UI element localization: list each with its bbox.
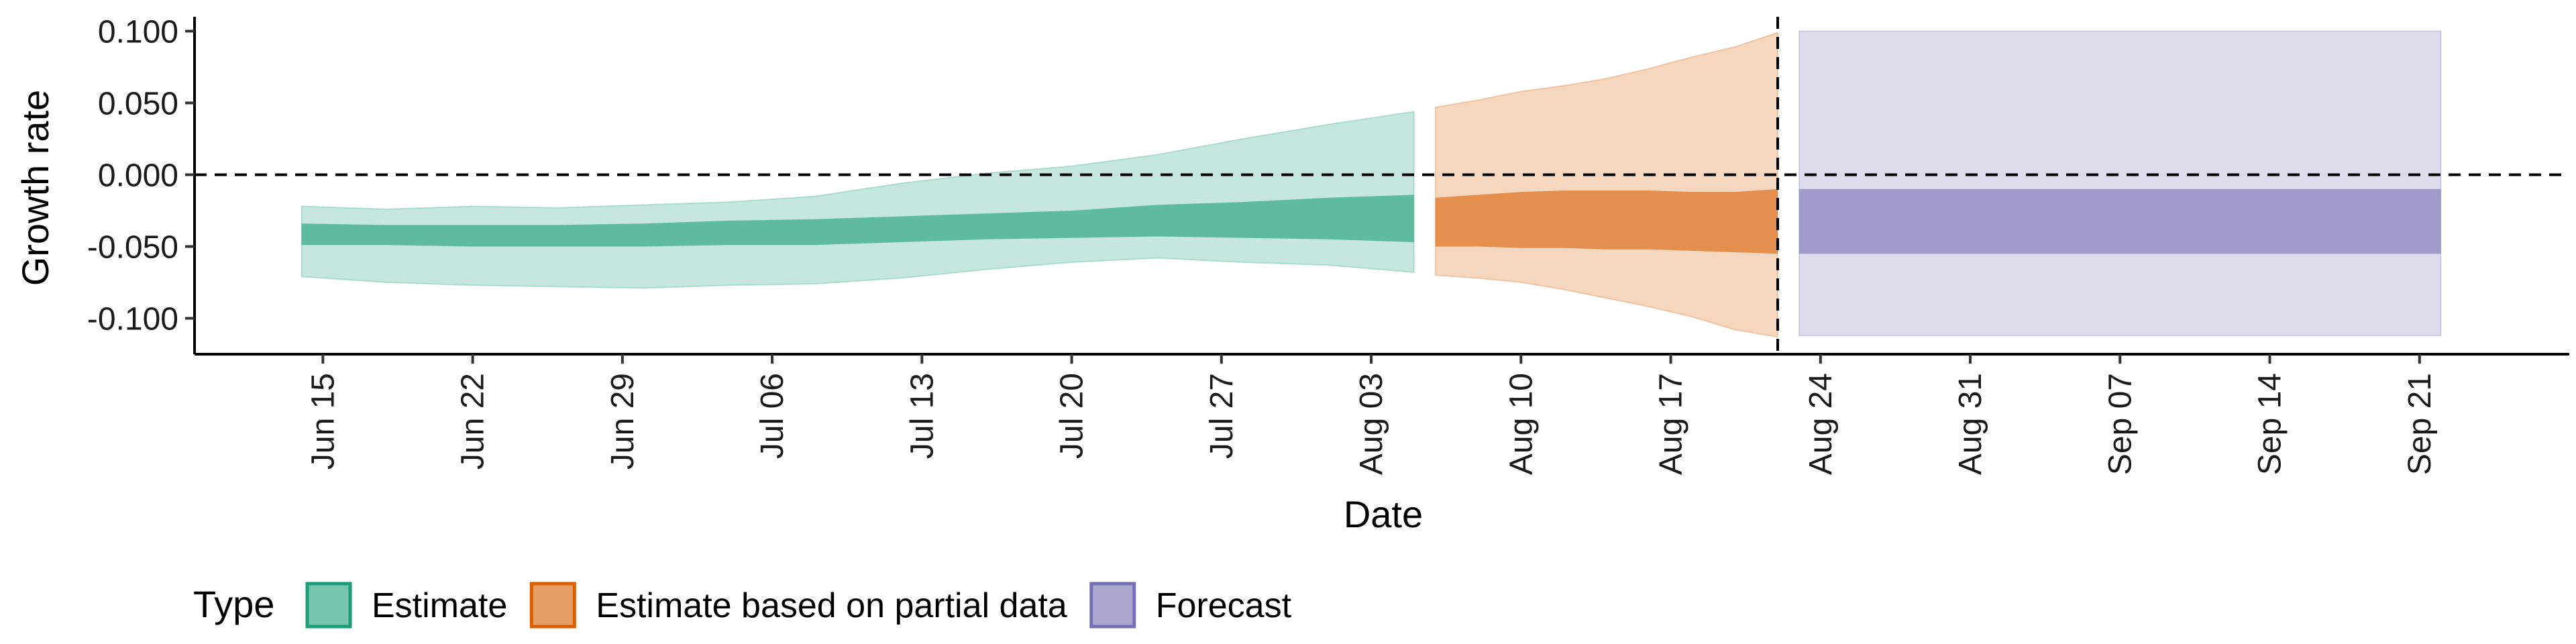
legend: Type Estimate Estimate based on partial da…	[193, 582, 1292, 629]
y-tick-label: -0.050	[87, 229, 178, 265]
band-outer-estimate	[301, 111, 1415, 289]
x-tick-label: Jul 13	[904, 373, 940, 459]
band-outer-estimate-based-on-partial-data	[1434, 32, 1778, 338]
x-tick-label: Jun 15	[305, 373, 341, 470]
legend-swatch	[529, 582, 576, 629]
band-inner-forecast	[1799, 189, 2441, 254]
band-inner-estimate	[301, 195, 1414, 247]
band-outer-forecast	[1798, 30, 2442, 337]
y-tick-label: 0.050	[98, 86, 178, 121]
bands-layer	[301, 30, 2442, 338]
x-tick-label: Sep 21	[2402, 373, 2438, 475]
x-tick-label: Aug 17	[1654, 373, 1689, 475]
x-tick-label: Jul 06	[755, 373, 790, 459]
x-tick-label: Aug 10	[1503, 373, 1539, 475]
x-tick-label: Sep 07	[2102, 373, 2138, 475]
axes: -0.100 -0.050 0.000 0.050 0.100 Jun 15 Jun 22 J…	[87, 14, 2569, 475]
x-axis-title: Date	[1344, 493, 1423, 535]
legend-swatch	[305, 582, 352, 629]
x-tick-label: Aug 03	[1354, 373, 1389, 475]
y-tick-label: 0.000	[98, 158, 178, 193]
x-tick-label: Aug 31	[1953, 373, 1988, 475]
x-tick-label: Sep 14	[2253, 373, 2288, 475]
legend-label: Estimate	[372, 586, 507, 625]
y-tick-label: -0.100	[87, 301, 178, 337]
legend-label: Estimate based on partial data	[596, 586, 1067, 625]
y-tick-label: 0.100	[98, 14, 178, 50]
legend-title: Type	[193, 583, 274, 625]
y-axis-title: Growth rate	[14, 90, 56, 286]
x-tick-label: Aug 24	[1803, 373, 1839, 475]
x-tick-label: Jul 20	[1055, 373, 1090, 459]
x-tick-label: Jun 29	[605, 373, 641, 470]
legend-swatch	[1089, 582, 1136, 629]
legend-label: Forecast	[1156, 586, 1292, 625]
reference-lines	[195, 17, 2569, 354]
band-inner-estimate-based-on-partial-data	[1435, 189, 1778, 254]
x-tick-label: Jun 22	[455, 373, 491, 470]
x-tick-label: Jul 27	[1204, 373, 1240, 459]
